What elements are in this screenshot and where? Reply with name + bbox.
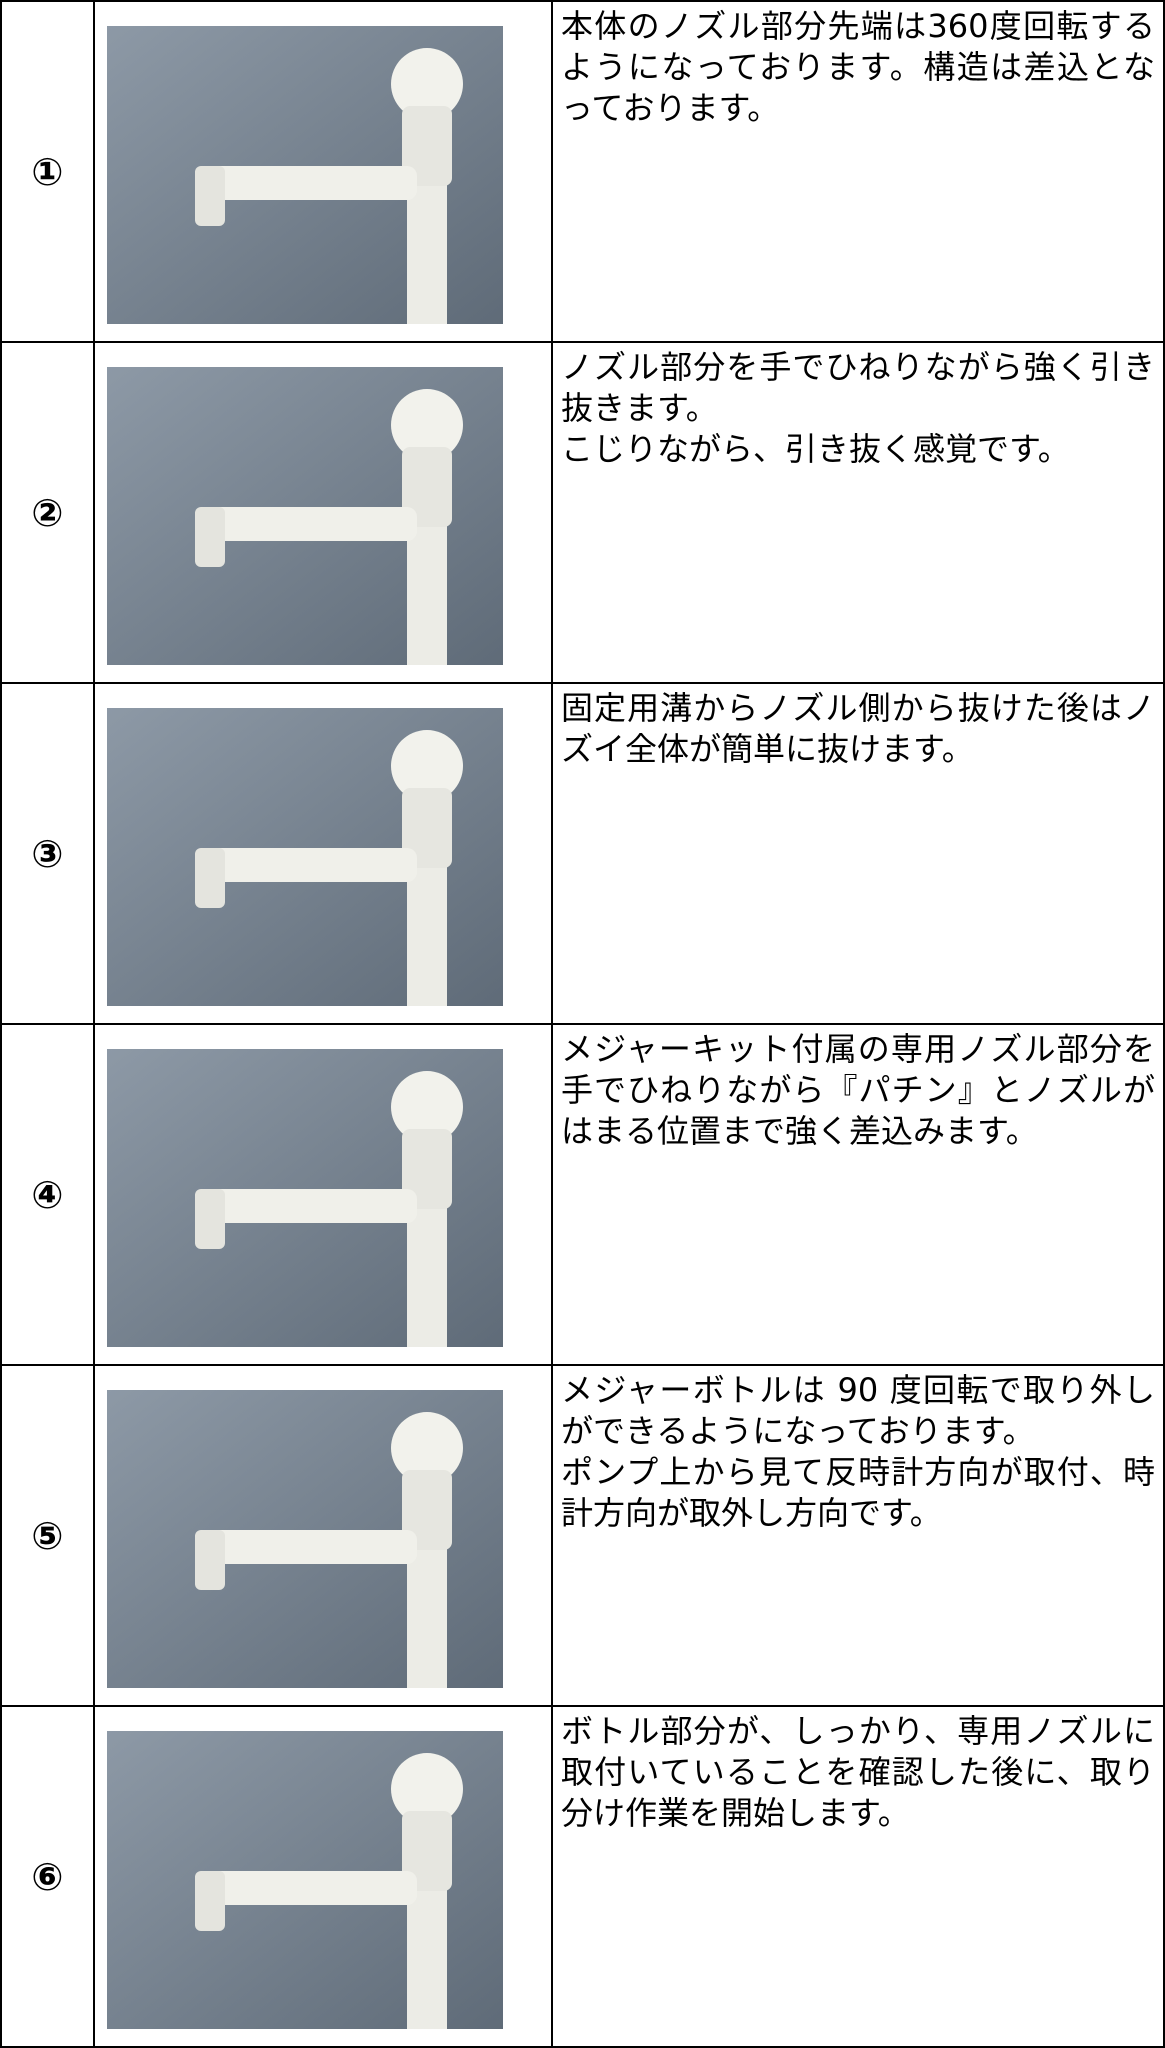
photo [107,1731,503,2029]
step-number: ③ [0,682,95,1025]
photo-cell [93,1705,553,2048]
row: ③ 固定用溝からノズル側から抜けた後はノズイ全体が簡単に抜けます。 [0,682,1165,1025]
step-text: メジャーキット付属の専用ノズル部分を手でひねりながら『パチン』とノズルがはまる位… [551,1023,1165,1366]
photo-cell [93,341,553,684]
photo [107,367,503,665]
paragraph: ノズル部分を手でひねりながら強く引き抜きます。 [561,348,1155,427]
photo [107,26,503,324]
paragraph: 本体のノズル部分先端は360度回転するようになっております。構造は差込となってお… [561,7,1155,127]
photo-cell [93,682,553,1025]
row: ② ノズル部分を手でひねりながら強く引き抜きます。 こじりながら、引き抜く感覚です… [0,341,1165,684]
photo-cell [93,0,553,343]
paragraph: こじりながら、引き抜く感覚です。 [561,430,1070,468]
step-number: ② [0,341,95,684]
step-number: ④ [0,1023,95,1366]
row: ④ メジャーキット付属の専用ノズル部分を手でひねりながら『パチン』とノズルがはま… [0,1023,1165,1366]
photo [107,1049,503,1347]
photo [107,708,503,1006]
row: ⑥ ボトル部分が、しっかり、専用ノズルに取付いていることを確認した後に、取り分け… [0,1705,1165,2048]
paragraph: 固定用溝からノズル側から抜けた後はノズイ全体が簡単に抜けます。 [561,689,1155,768]
step-text: ノズル部分を手でひねりながら強く引き抜きます。 こじりながら、引き抜く感覚です。 [551,341,1165,684]
paragraph: ボトル部分が、しっかり、専用ノズルに取付いていることを確認した後に、取り分け作業… [561,1712,1155,1832]
step-number: ① [0,0,95,343]
photo [107,1390,503,1688]
step-number: ⑤ [0,1364,95,1707]
step-text: 固定用溝からノズル側から抜けた後はノズイ全体が簡単に抜けます。 [551,682,1165,1025]
row: ⑤ メジャーボトルは 90 度回転で取り外しができるようになっております。 ポンプ… [0,1364,1165,1707]
row: ① 本体のノズル部分先端は360度回転するようになっております。構造は差込となっ… [0,0,1165,343]
step-text: メジャーボトルは 90 度回転で取り外しができるようになっております。 ポンプ上か… [551,1364,1165,1707]
paragraph: メジャーボトルは 90 度回転で取り外しができるようになっております。 [561,1371,1155,1450]
photo-cell [93,1364,553,1707]
step-number: ⑥ [0,1705,95,2048]
step-text: 本体のノズル部分先端は360度回転するようになっております。構造は差込となってお… [551,0,1165,343]
photo-cell [93,1023,553,1366]
paragraph: メジャーキット付属の専用ノズル部分を手でひねりながら『パチン』とノズルがはまる位… [561,1030,1155,1150]
paragraph: ポンプ上から見て反時計方向が取付、時計方向が取外し方向です。 [561,1453,1155,1532]
step-text: ボトル部分が、しっかり、専用ノズルに取付いていることを確認した後に、取り分け作業… [551,1705,1165,2048]
